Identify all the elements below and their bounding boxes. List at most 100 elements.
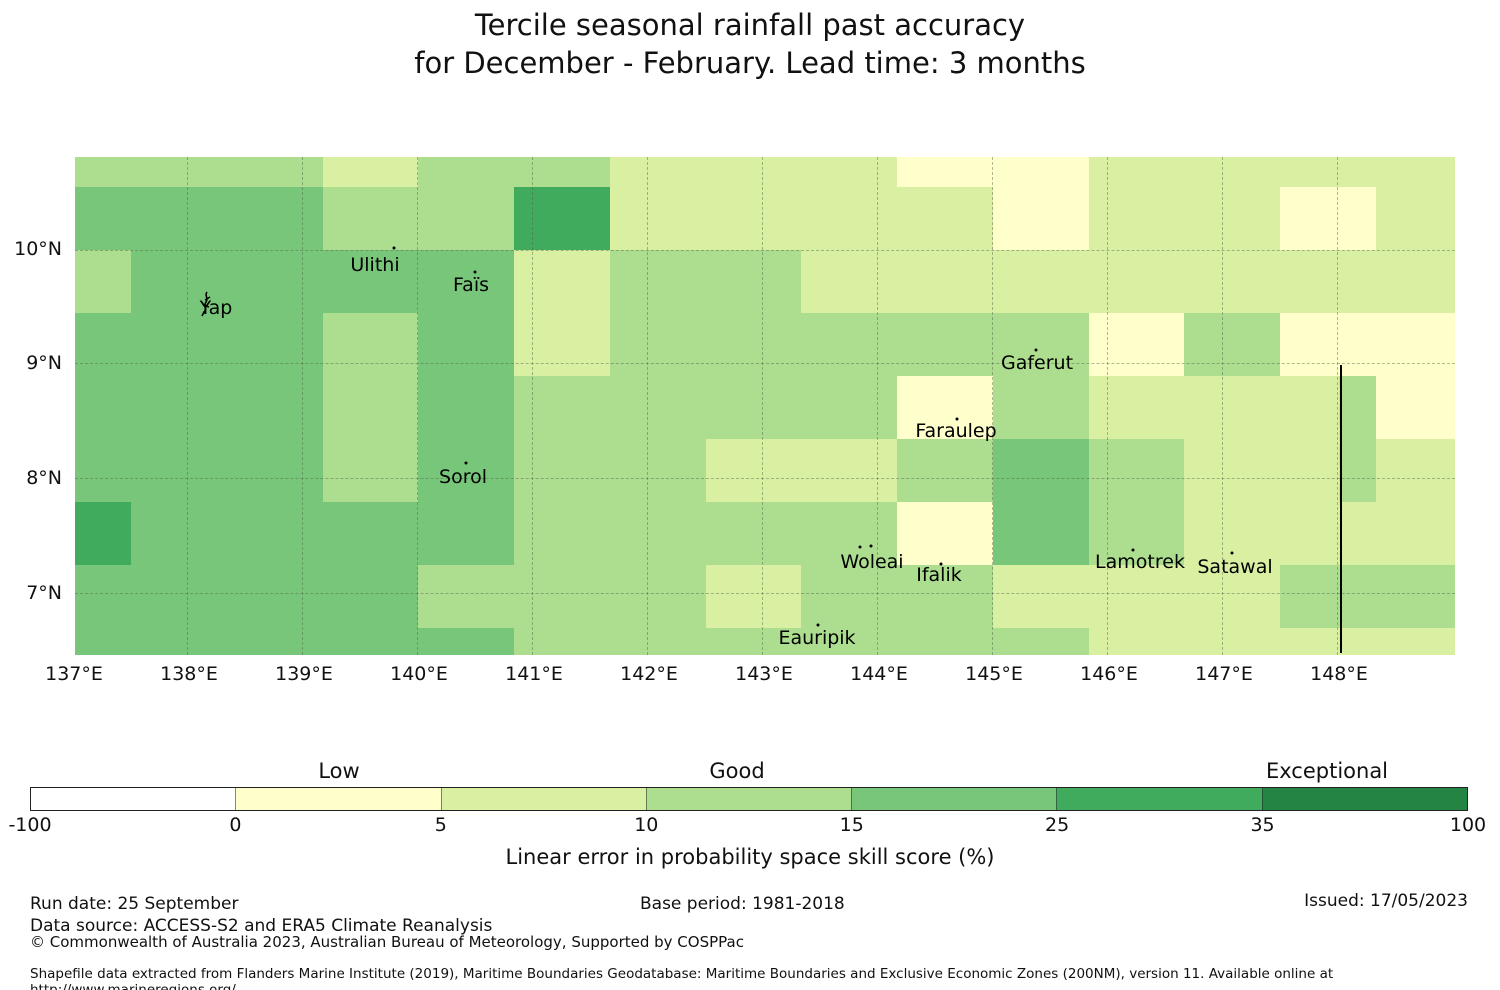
grid-cell: [1184, 250, 1280, 313]
grid-cell: [1089, 313, 1184, 376]
grid-cell: [418, 565, 514, 628]
grid-cell: [323, 157, 418, 187]
grid-cell: [993, 376, 1089, 439]
island-dot: [869, 544, 873, 548]
grid-cell: [75, 439, 131, 502]
grid-cell: [227, 376, 323, 439]
colorbar-category-label: Exceptional: [1265, 759, 1389, 783]
grid-cell: [1280, 565, 1376, 628]
island-dot: [1034, 348, 1038, 352]
grid-cell: [897, 157, 993, 187]
colorbar-segment: [1261, 788, 1467, 810]
grid-cell: [227, 250, 323, 313]
grid-cell: [1376, 313, 1455, 376]
shapefile-note-text: Shapefile data extracted from Flanders M…: [30, 966, 1334, 990]
grid-cell: [131, 565, 227, 628]
grid-cell: [1089, 628, 1184, 655]
grid-cell: [706, 313, 801, 376]
grid-cell: [706, 250, 801, 313]
colorbar-tick-label: 5: [434, 814, 447, 836]
x-tick-label: 144°E: [850, 663, 908, 685]
grid-cell: [897, 628, 993, 655]
graticule-meridian: [762, 157, 763, 655]
colorbar-segment: [1056, 788, 1262, 810]
graticule-meridian: [1107, 157, 1108, 655]
grid-cell: [1280, 250, 1376, 313]
island-dot: [392, 246, 396, 250]
grid-cell: [801, 250, 897, 313]
grid-cell: [1184, 157, 1280, 187]
y-tick-label: 8°N: [26, 467, 62, 489]
grid-cell: [1280, 157, 1376, 187]
grid-cell: [993, 565, 1089, 628]
colorbar-tick-label: -100: [8, 814, 52, 836]
island-label: Yap: [199, 297, 233, 319]
island-dot: [939, 562, 943, 566]
island-label: Lamotrek: [1095, 551, 1185, 573]
grid-cell: [801, 565, 897, 628]
grid-cell: [1376, 502, 1455, 565]
grid-cell: [131, 439, 227, 502]
grid-cell: [801, 157, 897, 187]
grid-cell: [227, 187, 323, 250]
graticule-parallel: [75, 478, 1455, 479]
island-dot: [816, 623, 820, 627]
grid-cell: [1089, 250, 1184, 313]
grid-cell: [801, 439, 897, 502]
graticule-parallel: [75, 250, 1455, 251]
grid-cell: [131, 187, 227, 250]
grid-cell: [706, 157, 801, 187]
graticule-parallel: [75, 363, 1455, 364]
graticule-meridian: [877, 157, 878, 655]
grid-cell: [897, 565, 993, 628]
figure-title-line1: Tercile seasonal rainfall past accuracy: [474, 8, 1026, 42]
x-tick-label: 142°E: [620, 663, 678, 685]
grid-cell: [1184, 313, 1280, 376]
graticule-meridian: [532, 157, 533, 655]
figure-title: Tercile seasonal rainfall past accuracy …: [0, 6, 1500, 82]
x-tick-label: 146°E: [1080, 663, 1138, 685]
grid-cell: [131, 628, 227, 655]
grid-cell: [706, 439, 801, 502]
colorbar-segment: [645, 788, 852, 810]
graticule-meridian: [417, 157, 418, 655]
graticule-meridian: [647, 157, 648, 655]
grid-cell: [610, 250, 706, 313]
colorbar-tick-label: 0: [229, 814, 242, 836]
grid-cell: [323, 565, 418, 628]
grid-cell: [801, 313, 897, 376]
grid-cell: [897, 250, 993, 313]
grid-cell: [610, 313, 706, 376]
grid-cell: [418, 250, 514, 313]
x-tick-label: 140°E: [390, 663, 448, 685]
grid-cell: [1376, 439, 1455, 502]
grid-cell: [131, 157, 227, 187]
grid-cell: [706, 187, 801, 250]
grid-cell: [514, 565, 610, 628]
grid-cell: [1089, 502, 1184, 565]
x-tick-label: 145°E: [965, 663, 1023, 685]
grid-cell: [323, 628, 418, 655]
grid-cell: [993, 628, 1089, 655]
colorbar-segment: [440, 788, 646, 810]
issued-date-text: Issued: 17/05/2023: [1304, 891, 1468, 911]
grid-cell: [1376, 565, 1455, 628]
grid-cell: [514, 439, 610, 502]
grid-cell: [514, 376, 610, 439]
grid-cell: [897, 502, 993, 565]
grid-cell: [75, 502, 131, 565]
grid-cell: [1280, 187, 1376, 250]
yap-island-shape: [198, 291, 214, 321]
island-label: Eauripik: [778, 627, 856, 649]
grid-cell: [993, 502, 1089, 565]
grid-cell: [801, 628, 897, 655]
island-dot: [1131, 548, 1135, 552]
grid-cell: [131, 502, 227, 565]
grid-cell: [418, 313, 514, 376]
grid-cell: [1280, 439, 1376, 502]
island-label: Woleai: [840, 551, 904, 573]
island-dot: [955, 417, 959, 421]
grid-cell: [897, 187, 993, 250]
grid-cell: [418, 187, 514, 250]
grid-cell: [993, 439, 1089, 502]
